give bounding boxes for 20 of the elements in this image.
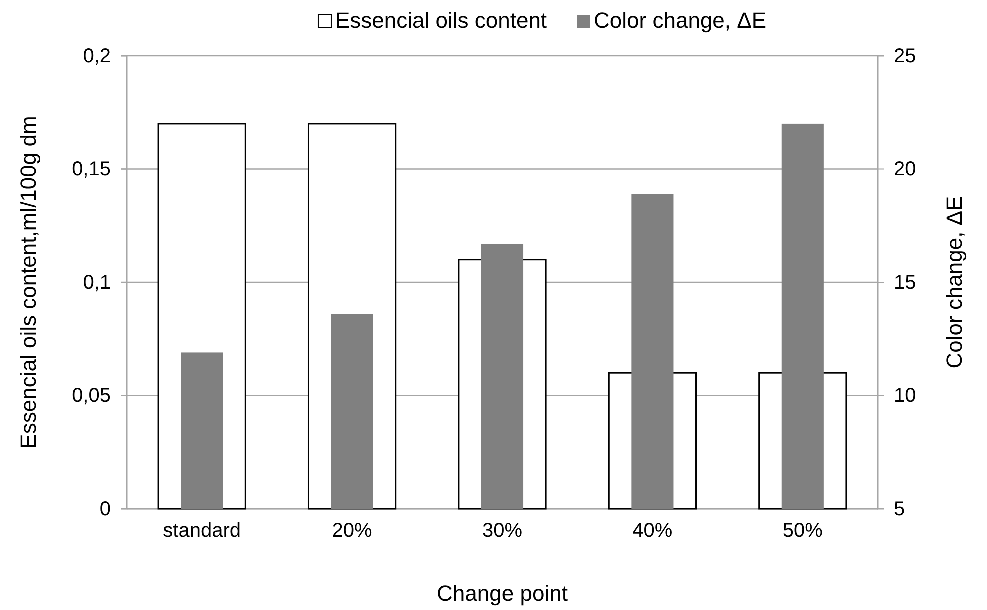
x-tick-label: 40% <box>632 520 673 542</box>
x-axis-title: Change point <box>437 581 568 606</box>
x-tick-label: 20% <box>332 520 373 542</box>
y2-tick-label: 20 <box>894 158 916 181</box>
x-tick-label: standard <box>163 520 242 542</box>
y2-tick-label: 25 <box>894 45 916 68</box>
y2-axis-title: Color change, ΔE <box>942 196 967 369</box>
y-tick-label: 0,05 <box>72 385 111 408</box>
y2-tick-label: 10 <box>894 385 916 408</box>
x-tick-label: 30% <box>482 520 523 542</box>
y-tick-label: 0,1 <box>83 272 111 294</box>
y-tick-label: 0,15 <box>72 158 111 181</box>
y2-tick-label: 15 <box>894 272 916 294</box>
legend-label: Color change, ΔE <box>594 8 767 33</box>
legend-label: Essencial oils content <box>335 8 548 33</box>
y-tick-label: 0,2 <box>83 45 111 68</box>
y-axis-title: Essencial oils content,ml/100g dm <box>16 116 41 449</box>
x-tick-label: 50% <box>782 520 824 542</box>
y-tick-label: 0 <box>100 498 111 520</box>
y2-tick-label: 5 <box>894 498 906 520</box>
